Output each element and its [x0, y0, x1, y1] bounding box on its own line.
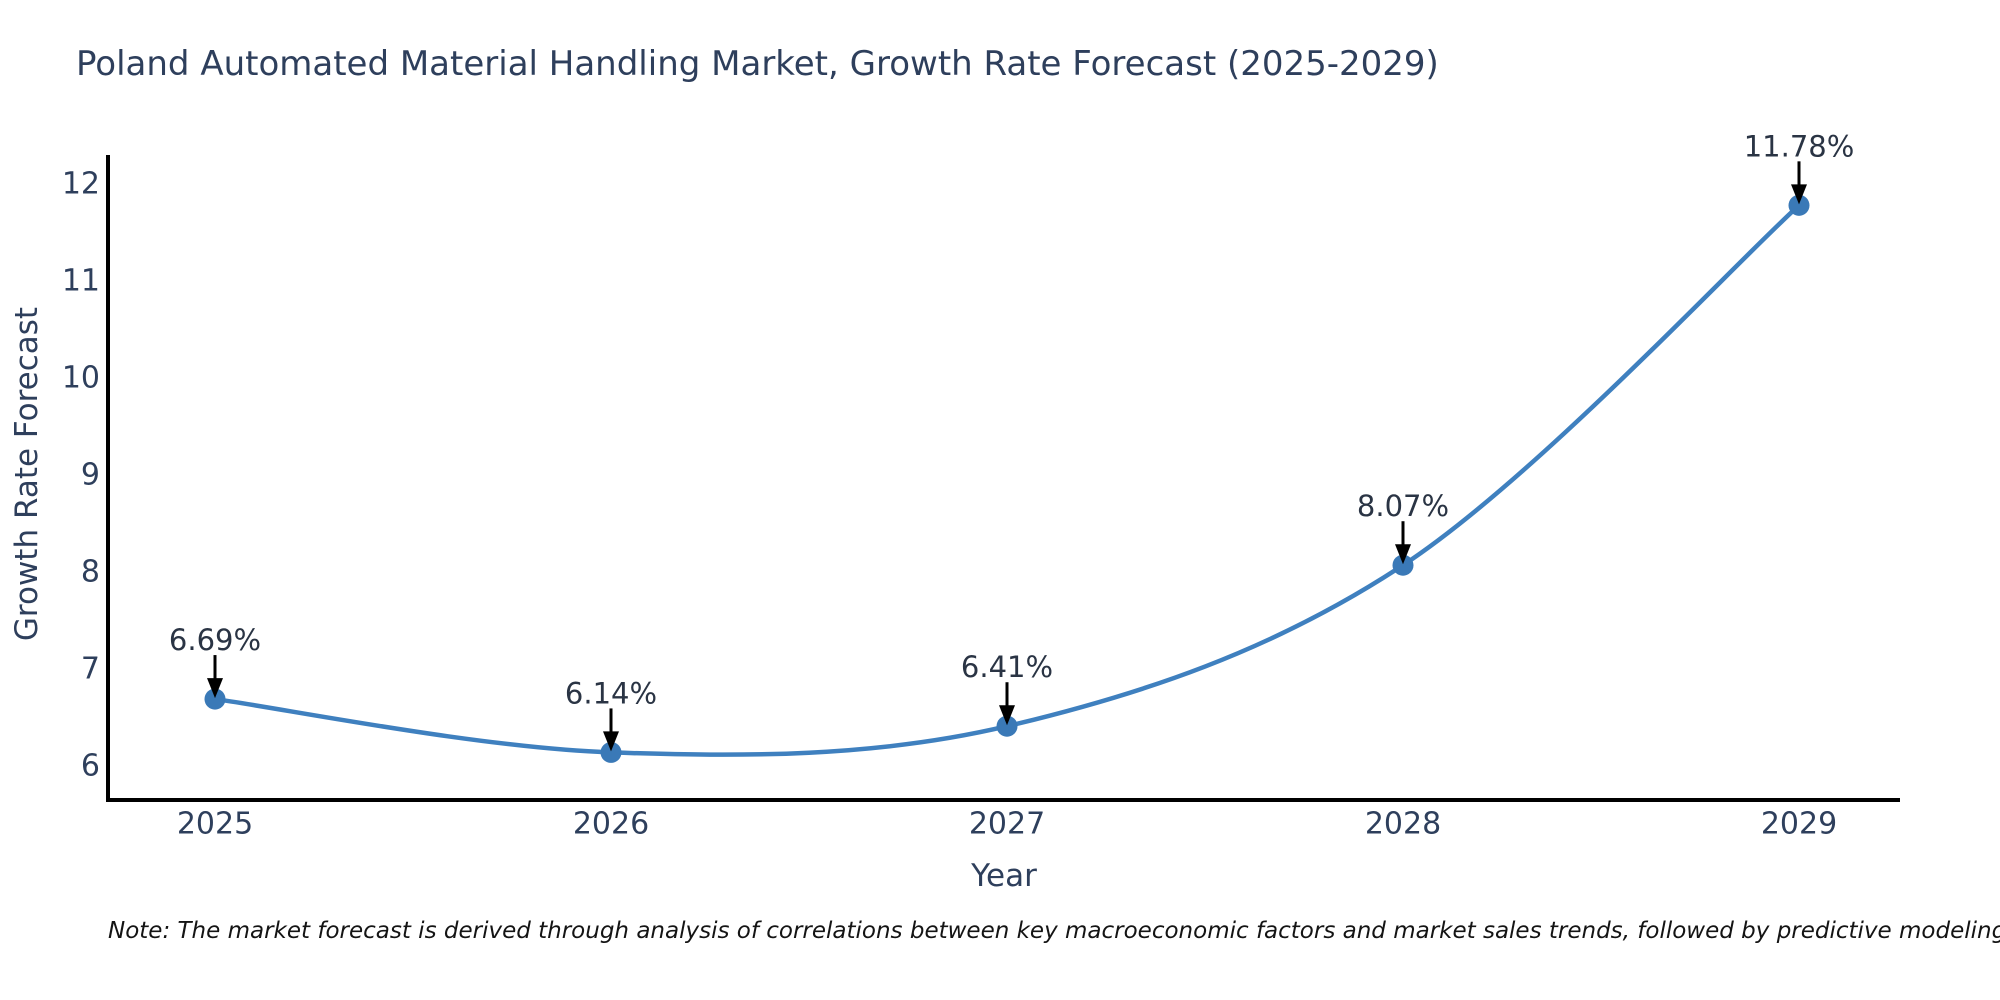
y-tick-label: 8: [81, 555, 100, 590]
x-tick-label: 2026: [573, 807, 649, 842]
chart-title: Poland Automated Material Handling Marke…: [76, 44, 1439, 84]
annotation-arrowhead: [207, 678, 223, 699]
annotation-label: 11.78%: [1744, 129, 1855, 163]
x-tick-label: 2027: [969, 807, 1045, 842]
data-point-marker: [1392, 554, 1414, 576]
trend-line: [212, 203, 1802, 757]
x-axis-title: Year: [971, 858, 1037, 894]
y-tick-label: 9: [81, 458, 100, 493]
annotation-label: 8.07%: [1357, 489, 1449, 523]
y-tick-label: 7: [81, 652, 100, 687]
data-point-marker: [204, 688, 226, 710]
annotation-label: 6.41%: [961, 650, 1053, 684]
data-point-marker: [1788, 194, 1810, 216]
annotation-arrowhead: [1395, 544, 1411, 565]
annotation-arrowhead: [999, 705, 1015, 726]
x-tick-label: 2029: [1761, 807, 1837, 842]
footnote: Note: The market forecast is derived thr…: [108, 918, 2000, 944]
y-tick-label: 12: [62, 167, 100, 202]
annotation-arrowhead: [603, 731, 619, 752]
y-tick-label: 11: [62, 264, 100, 299]
data-point-marker: [600, 741, 622, 763]
annotation-label: 6.14%: [565, 676, 657, 710]
x-tick-label: 2025: [177, 807, 253, 842]
annotation-arrowhead: [1791, 184, 1807, 205]
annotation-label: 6.69%: [169, 623, 261, 657]
y-tick-label: 10: [62, 361, 100, 396]
x-tick-label: 2028: [1365, 807, 1441, 842]
data-point-marker: [996, 715, 1018, 737]
y-tick-label: 6: [81, 749, 100, 784]
